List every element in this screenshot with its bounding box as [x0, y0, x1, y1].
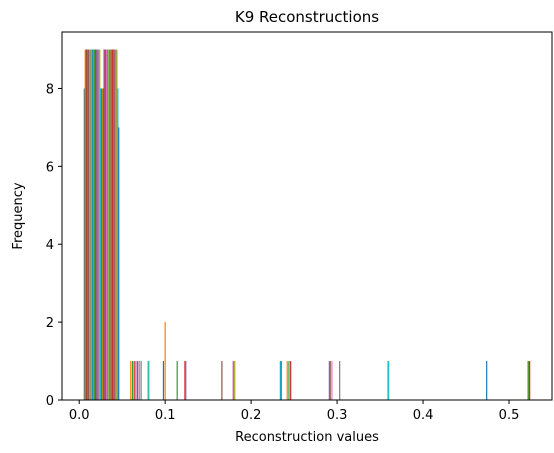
- y-tick-label: 4: [46, 238, 54, 253]
- histogram-bar: [88, 49, 91, 401]
- histogram-bar: [184, 361, 186, 400]
- histogram-bar: [99, 49, 101, 401]
- histogram-bar: [86, 49, 88, 401]
- histogram-bar: [112, 49, 114, 401]
- x-tick-label: 0.5: [499, 408, 520, 423]
- x-tick-label: 0.4: [413, 408, 434, 423]
- histogram-bar: [89, 49, 91, 401]
- histogram-bar: [95, 49, 97, 401]
- histogram-bar: [105, 49, 107, 401]
- histogram-bar: [118, 127, 120, 400]
- histogram-bar: [329, 361, 331, 400]
- histogram-bar: [115, 49, 117, 401]
- histogram-bar: [113, 49, 116, 401]
- histogram-bar: [288, 361, 290, 400]
- histogram-bar: [106, 49, 109, 401]
- histogram-bar: [100, 88, 102, 400]
- histogram-bar: [164, 322, 166, 400]
- x-tick-label: 0.3: [327, 408, 348, 423]
- plot-frame: [61, 31, 553, 401]
- x-tick-label: 0.1: [155, 408, 176, 423]
- histogram-bar: [100, 88, 103, 400]
- histogram-bar: [90, 49, 92, 401]
- histogram-bar: [85, 49, 87, 401]
- histogram-bar: [528, 361, 530, 400]
- histogram-bar: [221, 361, 223, 400]
- histogram-bar: [233, 361, 235, 400]
- histogram-bar: [111, 49, 113, 401]
- histogram-bar: [87, 49, 89, 401]
- y-tick-label: 0: [46, 394, 54, 409]
- histogram-bar: [162, 361, 165, 400]
- histogram-bar: [98, 49, 100, 401]
- histogram-bar: [112, 49, 115, 401]
- histogram-bar: [83, 88, 85, 400]
- histogram-bar: [103, 49, 105, 401]
- histogram-bar: [137, 361, 139, 400]
- y-axis-ticks: 0 2 4 6 8: [46, 82, 62, 409]
- histogram-bar: [109, 49, 111, 401]
- histogram-bar: [339, 361, 341, 400]
- histogram-bar: [234, 361, 236, 400]
- chart-title: K9 Reconstructions: [235, 8, 379, 26]
- histogram-bar: [232, 361, 234, 400]
- x-axis-ticks: 0.0 0.1 0.2 0.3 0.4 0.5: [69, 400, 520, 423]
- histogram-bar: [91, 49, 93, 401]
- histogram-bar: [140, 361, 142, 400]
- histogram-bar: [102, 88, 104, 400]
- histogram-bar: [114, 49, 116, 401]
- y-tick-label: 6: [46, 160, 54, 175]
- histogram-bar: [279, 361, 281, 400]
- bars-group: [83, 49, 531, 401]
- histogram-bar: [94, 49, 96, 401]
- histogram-bar: [106, 49, 108, 401]
- histogram-bar: [147, 361, 149, 400]
- y-tick-label: 8: [46, 82, 54, 97]
- histogram-bar: [84, 49, 86, 401]
- histogram-bar: [286, 361, 288, 400]
- histogram-bar: [529, 361, 531, 400]
- histogram-bar: [107, 49, 110, 401]
- histogram-bar: [148, 361, 150, 400]
- histogram-bar: [185, 361, 187, 400]
- histogram-bar: [108, 49, 110, 401]
- x-tick-label: 0.2: [241, 408, 262, 423]
- histogram-bar: [104, 49, 106, 401]
- histogram-bar: [135, 361, 137, 400]
- histogram-bar: [331, 361, 333, 400]
- histogram-bar: [116, 49, 118, 401]
- histogram-bar: [527, 361, 529, 400]
- histogram-bar: [93, 49, 95, 401]
- histogram-bar: [280, 361, 282, 400]
- histogram-bar: [130, 361, 132, 400]
- histogram-bar: [94, 49, 97, 401]
- histogram-bar: [176, 361, 178, 400]
- histogram-bar: [110, 49, 112, 401]
- histogram-bar: [328, 361, 330, 400]
- histogram-bar: [96, 49, 98, 401]
- histogram-bar: [131, 361, 134, 400]
- x-tick-label: 0.0: [69, 408, 90, 423]
- histogram-bar: [117, 88, 119, 400]
- histogram-bar: [290, 361, 292, 400]
- histogram-bar: [88, 49, 90, 401]
- histogram-bar: [92, 49, 94, 401]
- histogram-bar: [138, 361, 140, 400]
- histogram-bar: [486, 361, 488, 400]
- histogram-bar: [101, 88, 103, 400]
- histogram-bar: [133, 361, 135, 400]
- y-tick-label: 2: [46, 316, 54, 331]
- x-axis-label: Reconstruction values: [235, 430, 379, 445]
- histogram-bar: [97, 49, 99, 401]
- histogram-bar: [387, 361, 389, 400]
- y-axis-label: Frequency: [11, 182, 26, 249]
- histogram-bar: [388, 361, 390, 400]
